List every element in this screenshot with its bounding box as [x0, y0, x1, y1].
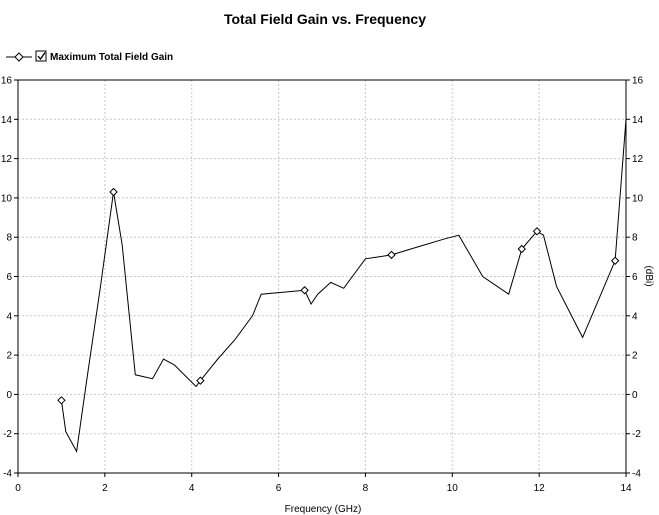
legend-label: Maximum Total Field Gain: [50, 52, 173, 63]
tick-label-y-right: 6: [632, 272, 638, 283]
plot-frame: [17, 79, 627, 474]
tick-label-x: 10: [447, 483, 459, 494]
series-markers: [57, 187, 620, 405]
tick-label-y-right: -4: [632, 469, 641, 480]
tick-label-y-right: 2: [632, 351, 638, 362]
tick-label-y-left: 12: [1, 154, 13, 165]
grid: [18, 80, 626, 473]
legend-marker-swatch: [14, 52, 24, 62]
checkmark-icon: [37, 52, 46, 61]
data-point-marker: [532, 227, 542, 236]
tick-label-y-right: 0: [632, 390, 638, 401]
tick-label-x: 4: [189, 483, 195, 494]
tick-label-y-left: 6: [6, 272, 12, 283]
legend-checkbox[interactable]: [35, 50, 47, 62]
series-line-maximum-total-field-gain: [60, 119, 627, 453]
tick-label-y-right: 12: [632, 154, 644, 165]
tick-label-x: 0: [15, 483, 21, 494]
chart-title: Total Field Gain vs. Frequency: [224, 11, 426, 27]
tick-label-y-left: 14: [1, 115, 13, 126]
tick-label-x: 2: [102, 483, 108, 494]
tick-label-x: 8: [363, 483, 369, 494]
tick-label-y-right: -2: [632, 429, 641, 440]
y2-axis-label: (dBi): [643, 265, 654, 286]
data-point-marker: [517, 244, 526, 254]
axis-ticks: -4 -4 -2 -2 0 0 2 2 4 4 6 6 8 8 10 10 12 12 14 14 16 16 0 2 4 6 8 1…: [1, 76, 644, 495]
tick-label-y-right: 8: [632, 233, 638, 244]
tick-label-y-left: -2: [3, 429, 12, 440]
tick-label-x: 6: [276, 483, 282, 494]
data-point-marker: [610, 256, 620, 265]
data-point-marker: [300, 286, 309, 295]
tick-label-y-left: 10: [1, 193, 13, 204]
tick-label-y-left: 0: [6, 390, 12, 401]
tick-label-y-right: 10: [632, 193, 644, 204]
tick-label-x: 12: [534, 483, 546, 494]
legend: Maximum Total Field Gain: [6, 50, 173, 63]
tick-label-y-right: 4: [632, 311, 638, 322]
tick-label-y-left: 16: [1, 76, 13, 87]
x-axis-label: Frequency (GHz): [285, 504, 362, 515]
tick-label-y-right: 14: [632, 115, 644, 126]
data-point-marker: [109, 187, 118, 197]
tick-label-y-left: 2: [6, 351, 12, 362]
tick-label-x: 14: [620, 483, 632, 494]
tick-label-y-left: 8: [6, 233, 12, 244]
data-point-marker: [387, 250, 396, 260]
tick-label-y-right: 16: [632, 76, 644, 87]
data-point-marker: [57, 396, 66, 405]
tick-label-y-left: -4: [3, 469, 12, 480]
data-point-marker: [196, 376, 205, 385]
tick-label-y-left: 4: [6, 311, 12, 322]
